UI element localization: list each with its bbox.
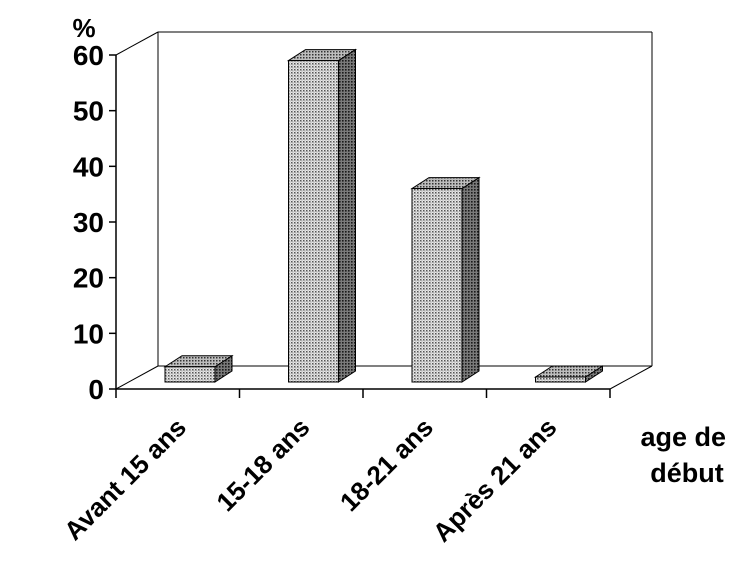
- x-tick-label: Après 21 ans: [427, 412, 563, 548]
- y-axis: 0 10 20 30 40 50 60: [73, 40, 117, 405]
- y-axis-label: %: [72, 13, 95, 43]
- bar: [286, 48, 358, 383]
- y-tick-label: 10: [73, 318, 104, 349]
- x-axis-label: age de début: [640, 422, 733, 488]
- y-tick-label: 60: [73, 40, 104, 71]
- y-tick-label: 40: [73, 151, 104, 182]
- x-axis-label-line-1: age de: [640, 422, 726, 452]
- bar-front-face: [288, 60, 339, 383]
- bar-side-face: [461, 176, 480, 383]
- y-tick-label: 0: [88, 374, 104, 405]
- x-tick-label: Avant 15 ans: [58, 412, 192, 546]
- y-tick-label: 50: [73, 96, 104, 127]
- top-left-edge: [115, 31, 159, 56]
- bar: [163, 354, 234, 383]
- bar-series: [163, 48, 605, 383]
- floor-right-edge: [609, 365, 653, 390]
- bar-front-face: [411, 188, 463, 383]
- x-axis-label-line-2: début: [650, 458, 724, 488]
- y-tick-label: 30: [73, 207, 104, 238]
- x-tick-label: 15-18 ans: [210, 412, 315, 517]
- floor-left-edge: [115, 365, 159, 390]
- bar-side-face: [338, 48, 356, 383]
- x-tick-label: 18-21 ans: [334, 412, 439, 517]
- bar-front-face: [164, 366, 216, 383]
- bar-front-face: [535, 376, 586, 383]
- y-tick-label: 20: [73, 263, 104, 294]
- plot-walls: [115, 31, 653, 390]
- bar: [533, 365, 605, 383]
- bar: [410, 176, 481, 383]
